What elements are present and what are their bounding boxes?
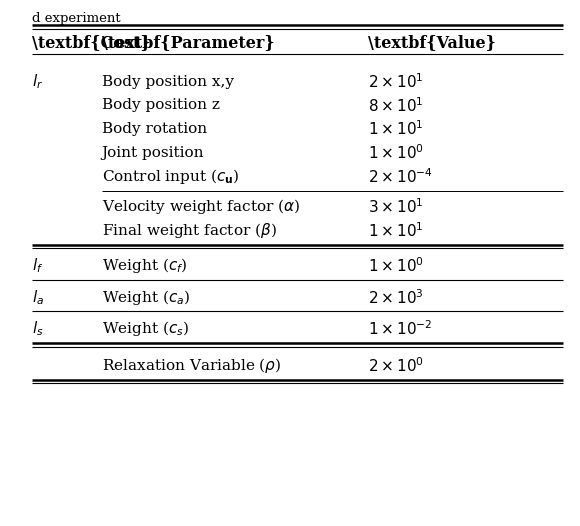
Text: $l_r$: $l_r$	[32, 72, 43, 91]
Text: Weight ($c_a$): Weight ($c_a$)	[102, 288, 190, 307]
Text: $1 \times 10^{0}$: $1 \times 10^{0}$	[368, 256, 425, 275]
Text: $2 \times 10^{0}$: $2 \times 10^{0}$	[368, 356, 425, 375]
Text: Weight ($c_f$): Weight ($c_f$)	[102, 256, 187, 275]
Text: Body rotation: Body rotation	[102, 122, 206, 136]
Text: $3 \times 10^{1}$: $3 \times 10^{1}$	[368, 197, 424, 216]
Text: Relaxation Variable ($\rho$): Relaxation Variable ($\rho$)	[102, 356, 281, 375]
Text: \textbf{Value}: \textbf{Value}	[368, 34, 496, 50]
Text: $2 \times 10^{3}$: $2 \times 10^{3}$	[368, 288, 424, 307]
Text: $2 \times 10^{-4}$: $2 \times 10^{-4}$	[368, 167, 433, 186]
Text: $1 \times 10^{1}$: $1 \times 10^{1}$	[368, 119, 424, 138]
Text: d experiment: d experiment	[32, 12, 121, 25]
Text: Velocity weight factor ($\alpha$): Velocity weight factor ($\alpha$)	[102, 197, 300, 216]
Text: Control input ($c_{\mathbf{u}}$): Control input ($c_{\mathbf{u}}$)	[102, 167, 239, 186]
Text: \textbf{Parameter}: \textbf{Parameter}	[102, 34, 274, 50]
Text: $l_f$: $l_f$	[32, 256, 44, 275]
Text: $8 \times 10^{1}$: $8 \times 10^{1}$	[368, 96, 424, 115]
Text: Weight ($c_s$): Weight ($c_s$)	[102, 319, 188, 338]
Text: $l_s$: $l_s$	[32, 319, 44, 338]
Text: Joint position: Joint position	[102, 146, 204, 159]
Text: Body position x,y: Body position x,y	[102, 75, 234, 88]
Text: Final weight factor ($\beta$): Final weight factor ($\beta$)	[102, 221, 276, 240]
Text: $1 \times 10^{-2}$: $1 \times 10^{-2}$	[368, 319, 433, 338]
Text: $1 \times 10^{1}$: $1 \times 10^{1}$	[368, 221, 424, 240]
Text: $l_a$: $l_a$	[32, 288, 44, 307]
Text: $1 \times 10^{0}$: $1 \times 10^{0}$	[368, 143, 425, 162]
Text: $2 \times 10^{1}$: $2 \times 10^{1}$	[368, 72, 424, 91]
Text: Body position z: Body position z	[102, 98, 219, 112]
Text: \textbf{Cost}: \textbf{Cost}	[32, 34, 151, 50]
